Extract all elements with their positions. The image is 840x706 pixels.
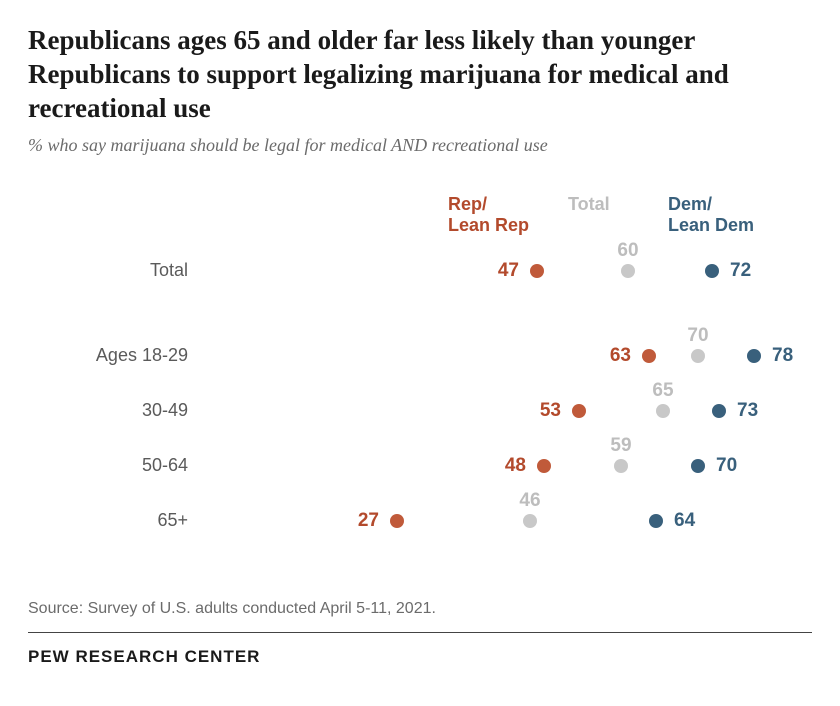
source-note: Source: Survey of U.S. adults conducted …: [28, 600, 812, 633]
dot-dem: [705, 264, 719, 278]
value-label-dem: 64: [674, 510, 695, 532]
value-label-total: 46: [519, 490, 540, 512]
value-label-rep: 63: [610, 345, 631, 367]
dot-total: [656, 404, 670, 418]
dot-dem: [691, 459, 705, 473]
dot-rep: [530, 264, 544, 278]
value-label-total: 59: [610, 435, 631, 457]
row-label: 50-64: [28, 455, 188, 476]
chart-title: Republicans ages 65 and older far less l…: [28, 24, 812, 125]
value-label-dem: 73: [737, 400, 758, 422]
brand: PEW RESEARCH CENTER: [28, 647, 812, 667]
value-label-dem: 78: [772, 345, 793, 367]
dot-rep: [390, 514, 404, 528]
dot-rep: [572, 404, 586, 418]
dot-dem: [712, 404, 726, 418]
row-label: Ages 18-29: [28, 345, 188, 366]
value-label-rep: 47: [498, 260, 519, 282]
value-label-total: 70: [687, 325, 708, 347]
value-label-total: 60: [617, 240, 638, 262]
row-label: 65+: [28, 510, 188, 531]
row-label: Total: [28, 260, 188, 281]
dot-rep: [537, 459, 551, 473]
value-label-rep: 27: [358, 510, 379, 532]
dot-total: [614, 459, 628, 473]
value-label-rep: 53: [540, 400, 561, 422]
value-label-dem: 70: [716, 455, 737, 477]
chart-area: Rep/Lean Rep Total Dem/Lean Dem Total 60 47 72…: [28, 176, 812, 576]
legend-dem: Dem/Lean Dem: [668, 194, 754, 235]
dot-dem: [649, 514, 663, 528]
chart-subtitle: % who say marijuana should be legal for …: [28, 135, 812, 156]
value-label-total: 65: [652, 380, 673, 402]
value-label-dem: 72: [730, 260, 751, 282]
value-label-rep: 48: [505, 455, 526, 477]
dot-total: [691, 349, 705, 363]
dot-total: [621, 264, 635, 278]
legend-rep: Rep/Lean Rep: [448, 194, 529, 235]
legend-total: Total: [568, 194, 610, 215]
dot-total: [523, 514, 537, 528]
dot-dem: [747, 349, 761, 363]
dot-rep: [642, 349, 656, 363]
row-label: 30-49: [28, 400, 188, 421]
